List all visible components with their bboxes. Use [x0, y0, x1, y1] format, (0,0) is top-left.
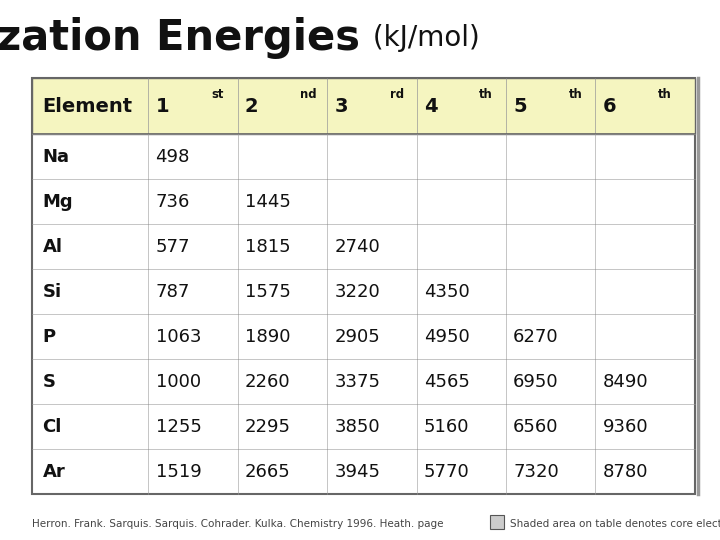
Text: 6270: 6270 [513, 328, 559, 346]
Text: 1815: 1815 [245, 238, 291, 256]
Text: 2295: 2295 [245, 417, 291, 436]
Text: 5: 5 [513, 97, 527, 116]
Text: 1575: 1575 [245, 283, 291, 301]
Text: 1000: 1000 [156, 373, 201, 391]
Text: th: th [658, 87, 672, 100]
Text: Shaded area on table denotes core electrons.: Shaded area on table denotes core electr… [510, 519, 720, 529]
Text: 3220: 3220 [334, 283, 380, 301]
Text: Mg: Mg [42, 193, 73, 211]
Bar [32, 78, 695, 134]
Text: 736: 736 [156, 193, 190, 211]
Text: 3850: 3850 [334, 417, 380, 436]
Text: 4350: 4350 [424, 283, 469, 301]
Text: S: S [42, 373, 55, 391]
Text: 6950: 6950 [513, 373, 559, 391]
Text: 3375: 3375 [334, 373, 380, 391]
Text: P: P [42, 328, 55, 346]
Text: 2740: 2740 [334, 238, 380, 256]
Text: 1519: 1519 [156, 463, 202, 481]
Text: 498: 498 [156, 148, 190, 166]
Text: Cl: Cl [42, 417, 62, 436]
Text: 8490: 8490 [603, 373, 648, 391]
Text: 1063: 1063 [156, 328, 201, 346]
Text: th: th [569, 87, 582, 100]
Text: nd: nd [300, 87, 317, 100]
Text: 9360: 9360 [603, 417, 648, 436]
Text: 4950: 4950 [424, 328, 469, 346]
Text: 4: 4 [424, 97, 438, 116]
Text: (kJ/mol): (kJ/mol) [364, 24, 480, 52]
Text: 2905: 2905 [334, 328, 380, 346]
Text: 2: 2 [245, 97, 258, 116]
Text: 1445: 1445 [245, 193, 291, 211]
Text: Herron. Frank. Sarquis. Sarquis. Cohrader. Kulka. Chemistry 1996. Heath. page: Herron. Frank. Sarquis. Sarquis. Cohrade… [32, 519, 444, 529]
Text: 4565: 4565 [424, 373, 469, 391]
Text: Ionization Energies: Ionization Energies [0, 17, 360, 59]
Text: 2665: 2665 [245, 463, 291, 481]
Text: 1890: 1890 [245, 328, 290, 346]
Text: rd: rd [390, 87, 404, 100]
Text: 8780: 8780 [603, 463, 648, 481]
Text: st: st [211, 87, 223, 100]
Text: 787: 787 [156, 283, 190, 301]
Text: 6: 6 [603, 97, 616, 116]
Text: 3945: 3945 [334, 463, 380, 481]
Text: Ar: Ar [42, 463, 66, 481]
Bar [32, 78, 695, 494]
Text: 5160: 5160 [424, 417, 469, 436]
Text: 3: 3 [334, 97, 348, 116]
Bar [490, 515, 504, 529]
Text: Element: Element [42, 97, 132, 116]
Text: th: th [480, 87, 493, 100]
Text: 7320: 7320 [513, 463, 559, 481]
Text: Al: Al [42, 238, 63, 256]
Text: 577: 577 [156, 238, 190, 256]
Text: 2260: 2260 [245, 373, 291, 391]
Text: 5770: 5770 [424, 463, 469, 481]
Text: Na: Na [42, 148, 69, 166]
Text: 1255: 1255 [156, 417, 202, 436]
Text: Si: Si [42, 283, 62, 301]
Text: 1: 1 [156, 97, 169, 116]
Text: 6560: 6560 [513, 417, 559, 436]
